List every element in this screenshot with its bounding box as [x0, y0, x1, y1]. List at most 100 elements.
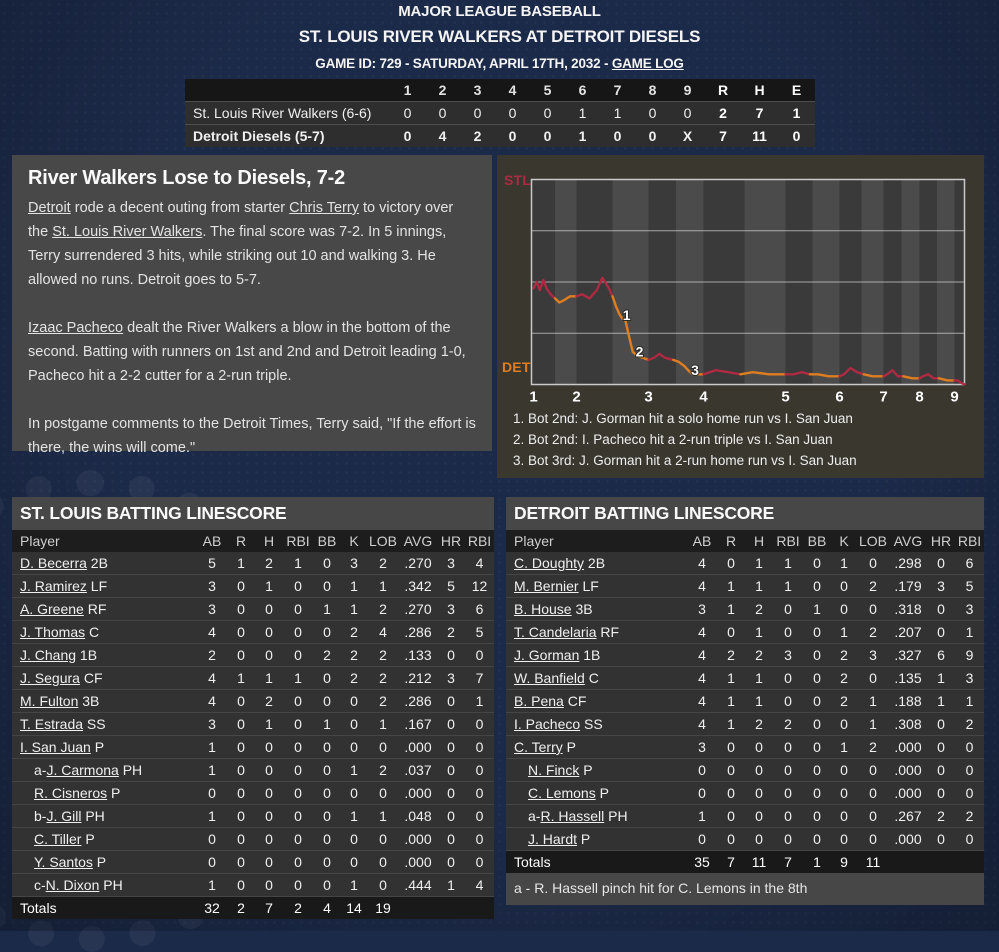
batting-row: J. Ramirez LF 3 0 1 0 0 1 1 .342 5 12 [12, 574, 494, 597]
win-probability-line [532, 278, 557, 300]
player-link[interactable]: D. Becerra [20, 555, 87, 571]
player-link[interactable]: J. Carmona [46, 762, 119, 778]
stat-cell: .000 [894, 785, 922, 801]
stat-cell: .000 [404, 831, 432, 847]
stat-cell: 0 [323, 578, 331, 594]
stat-cell: 1 [379, 578, 387, 594]
player-link[interactable]: C. Doughty [514, 555, 585, 571]
stat-cell: .318 [894, 601, 922, 617]
stat-cell: 1 [727, 693, 735, 709]
player-link[interactable]: M. Bernier [514, 578, 579, 594]
stat-cell: 0 [813, 785, 821, 801]
stat-cell: 3 [869, 647, 877, 663]
stat-cell: 0 [237, 601, 245, 617]
player-link[interactable]: C. Lemons [528, 785, 596, 801]
stat-cell: 2 [965, 716, 974, 732]
stat-cell: 5 [965, 578, 974, 594]
player-link[interactable]: I. Pacheco [514, 716, 581, 732]
win-probability-line [953, 379, 966, 386]
player-link[interactable]: J. Gorman [514, 647, 580, 663]
stat-cell: 3 [208, 716, 216, 732]
stat-cell: 1 [379, 808, 387, 824]
stat-cell: 0 [265, 785, 273, 801]
stat-cell: 0 [265, 647, 273, 663]
stat-cell: 0 [379, 854, 387, 870]
recap-player-link[interactable]: St. Louis River Walkers [52, 224, 203, 240]
stat-cell: .167 [404, 716, 432, 732]
batting-column-header: K [839, 533, 849, 549]
batting-column-header: BB [317, 533, 337, 549]
stat-cell: 1 [208, 808, 216, 824]
stat-cell: 0 [379, 831, 387, 847]
stat-cell: 1 [265, 716, 273, 732]
player-link[interactable]: R. Hassell [540, 808, 605, 824]
player-link[interactable]: B. Pena [514, 693, 564, 709]
player-link[interactable]: J. Hardt [528, 831, 578, 847]
player-link[interactable]: C. Tiller [34, 831, 82, 847]
recap-text: In postgame comments to the Detroit Time… [28, 416, 476, 456]
recap-paragraph: Izaac Pacheco dealt the River Walkers a … [28, 316, 476, 388]
player-link[interactable]: M. Fulton [20, 693, 79, 709]
player-cell: J. Gorman 1B [506, 644, 687, 666]
page-header: MAJOR LEAGUE BASEBALL ST. LOUIS RIVER WA… [0, 0, 999, 71]
stat-cell: 2 [265, 555, 273, 571]
stat-cell: 2 [784, 716, 792, 732]
player-link[interactable]: J. Thomas [20, 624, 86, 640]
player-link[interactable]: J. Chang [20, 647, 77, 663]
player-link[interactable]: T. Estrada [20, 716, 84, 732]
stat-cell: 2 [755, 716, 763, 732]
stat-cell: 1 [937, 693, 945, 709]
player-link[interactable]: R. Cisneros [34, 785, 108, 801]
stat-cell: 3 [698, 601, 706, 617]
stat-cell: 0 [265, 601, 273, 617]
inning-score: 4 [438, 128, 447, 144]
player-cell: A. Greene RF [12, 598, 197, 620]
stat-cell: 4 [698, 624, 706, 640]
win-probability-line [553, 295, 578, 304]
totals-stat [399, 897, 437, 919]
recap-player-link[interactable]: Detroit [28, 200, 71, 216]
player-cell: T. Estrada SS [12, 713, 197, 735]
stat-cell: .000 [404, 739, 432, 755]
linescore-team-row: Detroit Diesels (5-7) 0 4 2 0 0 1 0 0 X 7 11 0 [185, 124, 815, 147]
player-cell: N. Finck P [506, 759, 687, 781]
game-log-link[interactable]: GAME LOG [611, 56, 684, 71]
stat-cell: 0 [840, 808, 848, 824]
stat-cell: 1 [208, 877, 216, 893]
player-position: 2B [86, 555, 108, 571]
player-link[interactable]: J. Segura [20, 670, 80, 686]
stat-cell: 0 [784, 601, 792, 617]
stat-cell: 0 [294, 739, 302, 755]
player-link[interactable]: W. Banfield [514, 670, 585, 686]
win-probability-line [575, 276, 614, 300]
player-link[interactable]: I. San Juan [20, 739, 91, 755]
player-position: 2B [584, 555, 606, 571]
player-link[interactable]: N. Dixon [45, 877, 100, 893]
player-link[interactable]: B. House [514, 601, 572, 617]
stat-cell: 3 [965, 670, 974, 686]
player-link[interactable]: N. Finck [528, 762, 580, 778]
stat-cell: 0 [323, 624, 331, 640]
stat-cell: 0 [447, 808, 455, 824]
stat-cell: 1 [869, 693, 877, 709]
stat-cell: 2 [840, 670, 848, 686]
batting-column-header: H [263, 533, 275, 549]
totals-stat: 19 [375, 900, 391, 916]
recap-player-link[interactable]: Chris Terry [289, 200, 359, 216]
stat-cell: 4 [698, 670, 706, 686]
stat-cell: 0 [755, 785, 763, 801]
player-link[interactable]: J. Gill [46, 808, 82, 824]
player-link[interactable]: J. Ramirez [20, 578, 87, 594]
stat-cell: 0 [447, 739, 455, 755]
player-link[interactable]: Y. Santos [34, 854, 93, 870]
player-link[interactable]: C. Terry [514, 739, 563, 755]
stat-cell: 1 [265, 670, 273, 686]
stat-cell: .207 [894, 624, 922, 640]
batting-row: c-N. Dixon PH 1 0 0 0 0 1 0 .444 1 4 [12, 873, 494, 896]
player-link[interactable]: T. Candelaria [514, 624, 597, 640]
league-title: MAJOR LEAGUE BASEBALL [398, 3, 601, 20]
stat-cell: 0 [350, 693, 358, 709]
player-link[interactable]: A. Greene [20, 601, 84, 617]
recap-player-link[interactable]: Izaac Pacheco [28, 320, 124, 336]
event-marker-number: 1 [623, 307, 631, 323]
